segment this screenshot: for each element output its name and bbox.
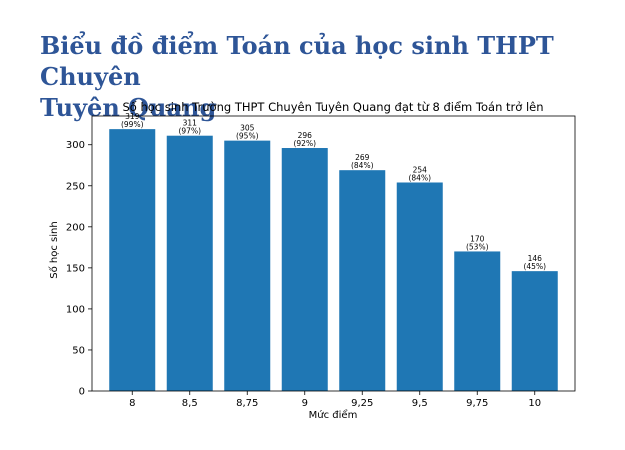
y-tick-label: 300: [66, 140, 85, 151]
x-tick-label: 9,5: [412, 398, 428, 409]
plot-area: 319(99%) 8 311(97%) 8,5 305(95%) 8,75 296(92%)…: [66, 112, 576, 409]
bar-percent-label: (95%): [236, 132, 259, 141]
bar: [511, 271, 558, 391]
bar-value-label: 296: [298, 131, 313, 140]
page-heading: Biểu đồ điểm Toán của học sinh THPT Chuy…: [40, 30, 600, 123]
y-tick-label: 200: [66, 222, 85, 233]
x-tick-label: 9,25: [351, 398, 373, 409]
bar-value-label: 146: [528, 254, 543, 263]
y-tick-label: 100: [66, 304, 85, 315]
x-tick-label: 10: [528, 398, 541, 409]
bar: [396, 182, 443, 391]
x-tick-label: 8,5: [182, 398, 198, 409]
bar-value-label: 170: [470, 234, 485, 243]
y-axis-label: Số học sinh: [48, 221, 60, 278]
y-tick-label: 150: [66, 263, 85, 274]
y-tick-label: 250: [66, 181, 85, 192]
y-tick-label: 0: [79, 387, 85, 398]
x-tick-label: 9: [302, 398, 308, 409]
bar-percent-label: (45%): [523, 262, 546, 271]
bar-value-label: 269: [355, 153, 370, 162]
plot-frame: [91, 115, 576, 392]
page-heading-line-1: Biểu đồ điểm Toán của học sinh THPT Chuy…: [40, 31, 554, 91]
bar-percent-label: (92%): [293, 139, 316, 148]
bar-value-label: 305: [240, 124, 255, 133]
x-tick-label: 8,75: [236, 398, 258, 409]
x-axis-label: Mức điểm: [309, 408, 358, 421]
chart-title: Số học sinh Trường THPT Chuyên Tuyên Qua…: [122, 100, 543, 114]
x-tick-label: 9,75: [466, 398, 488, 409]
bar-value-label: 254: [413, 165, 428, 174]
bar: [166, 135, 213, 391]
bar-percent-label: (97%): [178, 127, 201, 136]
bar-percent-label: (99%): [121, 120, 144, 129]
bar-percent-label: (84%): [351, 161, 374, 170]
bar-percent-label: (53%): [466, 242, 489, 251]
bar: [109, 129, 156, 391]
bar-value-label: 311: [183, 119, 198, 128]
bar: [281, 148, 328, 391]
bar-value-label: 319: [125, 112, 140, 121]
page-heading-line-2: Tuyên Quang: [40, 93, 217, 122]
x-tick-label: 8: [129, 398, 135, 409]
bar: [224, 140, 271, 391]
bar-percent-label: (84%): [408, 173, 431, 182]
y-tick-label: 50: [72, 345, 85, 356]
bar: [339, 170, 386, 391]
bar: [454, 251, 501, 391]
